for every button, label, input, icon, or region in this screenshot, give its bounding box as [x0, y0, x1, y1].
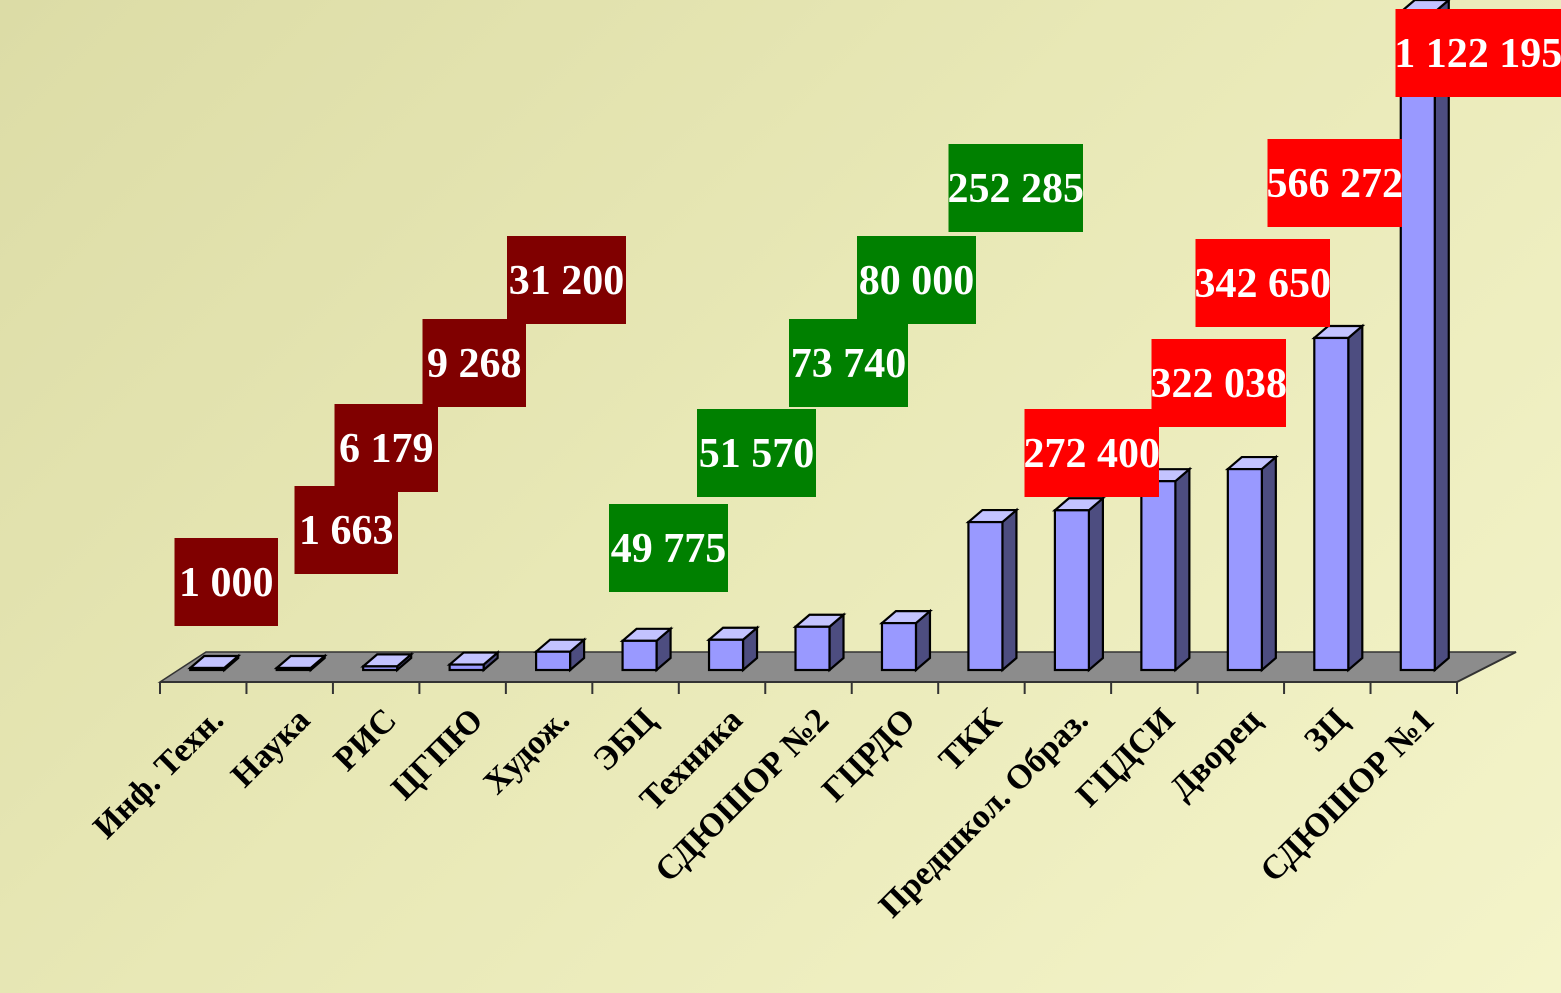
data-label-box [609, 504, 728, 592]
bar-front [967, 520, 1004, 672]
data-label-text: 80 000 [859, 258, 975, 304]
bar [1138, 466, 1193, 673]
x-tick-label: ЦГПЮ [384, 701, 490, 807]
floor-right-edge [1456, 651, 1517, 683]
x-tick-label: ЗЦ [1297, 701, 1355, 759]
bar [1051, 495, 1106, 673]
x-tick-label: ТКК [932, 701, 1009, 778]
data-label-text: 1 000 [179, 560, 274, 606]
bar [878, 608, 933, 673]
bar [1397, 0, 1451, 673]
data-label-box [174, 538, 278, 626]
data-label-text: 73 740 [791, 341, 907, 387]
bar [1311, 323, 1366, 673]
bar-front [1399, 10, 1436, 672]
data-label: 1 000 [174, 538, 278, 626]
data-label-box [294, 486, 398, 574]
bar-side [1174, 466, 1191, 673]
data-label-text: 566 272 [1267, 161, 1404, 207]
x-axis-ticks [159, 682, 1458, 694]
bar-side [1433, 0, 1450, 673]
bar [965, 507, 1020, 673]
bar-front [621, 639, 658, 672]
data-label: 73 740 [789, 319, 908, 407]
data-label: 1 122 195 [1394, 9, 1561, 97]
x-tick-label: ГЦРДО [815, 701, 923, 809]
data-label-text: 322 038 [1151, 361, 1288, 407]
data-labels: 1 000 1 663 6 179 9 268 31 200 49 775 51 570 73… [174, 9, 1561, 626]
data-label: 31 200 [507, 236, 626, 324]
data-label-text: 342 650 [1195, 261, 1332, 307]
data-label-text: 51 570 [699, 431, 815, 477]
bar-front [362, 665, 399, 672]
bar-side [1087, 495, 1105, 673]
data-label-text: 1 663 [299, 508, 394, 554]
bars-group [187, 0, 1451, 673]
data-label-box [1151, 339, 1286, 427]
data-label-box [697, 409, 816, 497]
bar [273, 653, 328, 673]
bar [446, 650, 501, 673]
bar [706, 625, 761, 673]
data-label: 566 272 [1267, 139, 1404, 227]
bar-front [534, 650, 572, 672]
data-label-box [334, 404, 438, 492]
data-label: 49 775 [609, 504, 728, 592]
bar-front [189, 666, 226, 672]
bar [187, 653, 242, 673]
bar-front [1226, 467, 1263, 672]
data-label-box [1267, 139, 1402, 227]
bar-side [1347, 323, 1364, 673]
bar [360, 651, 415, 673]
bar-front [448, 663, 485, 672]
bar-front [707, 638, 745, 672]
data-label: 322 038 [1151, 339, 1288, 427]
bar-front [1140, 480, 1177, 672]
data-label: 272 400 [1024, 409, 1161, 497]
x-tick-label: Худож. [477, 701, 577, 801]
bar-side [1001, 507, 1018, 673]
data-label: 342 650 [1195, 239, 1332, 327]
data-label: 80 000 [857, 236, 976, 324]
x-tick-label: ЭБЦ [586, 701, 663, 778]
data-label-box [1024, 409, 1159, 497]
x-tick-label: Наука [224, 701, 317, 794]
data-label-box [1195, 239, 1330, 327]
data-label-text: 6 179 [339, 426, 434, 472]
data-label-text: 9 268 [427, 341, 522, 387]
data-label: 6 179 [334, 404, 438, 492]
data-label-text: 31 200 [509, 258, 625, 304]
x-tick-label: Инф. Техн. [86, 701, 231, 846]
bar-front [1313, 336, 1350, 672]
bar-front [1053, 509, 1091, 672]
data-label-box [857, 236, 976, 324]
data-label: 51 570 [697, 409, 816, 497]
x-tick-label: РИС [327, 701, 404, 778]
data-label: 9 268 [422, 319, 526, 407]
bar [792, 612, 847, 673]
x-tick-label: Дворец [1163, 701, 1269, 807]
data-label-text: 1 122 195 [1394, 31, 1561, 77]
bar [619, 626, 674, 673]
data-label-box [789, 319, 908, 407]
bar-front [794, 625, 831, 672]
data-label-box [422, 319, 526, 407]
data-label-text: 272 400 [1024, 431, 1161, 477]
bar-side [1260, 454, 1277, 673]
data-label-text: 49 775 [611, 526, 727, 572]
bar [1224, 454, 1279, 673]
data-label-box [948, 144, 1083, 232]
data-label: 252 285 [948, 144, 1085, 232]
data-label: 1 663 [294, 486, 398, 574]
data-label-box [1395, 9, 1561, 97]
data-label-text: 252 285 [948, 166, 1085, 212]
bar [533, 637, 588, 673]
bar-front [275, 666, 312, 672]
data-label-box [507, 236, 626, 324]
bar-front [880, 621, 918, 672]
